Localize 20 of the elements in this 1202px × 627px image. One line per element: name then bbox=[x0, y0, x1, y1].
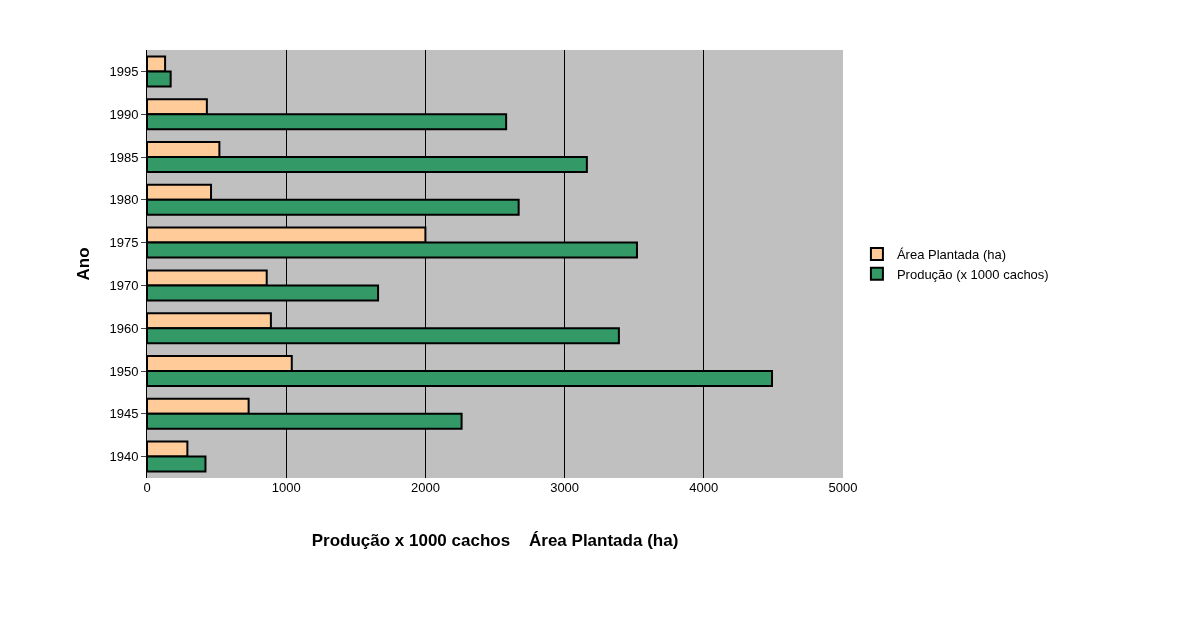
y-tick-label: 1995 bbox=[109, 63, 139, 79]
y-tick-label: 1945 bbox=[109, 406, 139, 422]
y-tick-label: 1970 bbox=[109, 277, 139, 293]
x-tick-label: 3000 bbox=[550, 480, 580, 495]
y-tick-label: 1940 bbox=[109, 449, 139, 465]
y-tick-label: 1960 bbox=[109, 320, 139, 336]
y-tick-label: 1990 bbox=[109, 106, 139, 122]
x-tick-label: 0 bbox=[143, 480, 151, 495]
y-tick-label: 1950 bbox=[109, 363, 139, 379]
y-tick-label: 1980 bbox=[109, 192, 139, 208]
y-tick-label: 1975 bbox=[109, 235, 139, 251]
legend-label: Produção (x 1000 cachos) bbox=[896, 266, 1049, 282]
legend-label: Área Plantada (ha) bbox=[896, 247, 1007, 263]
x-axis-title: Produção x 1000 cachos Área Plantada (ha) bbox=[311, 531, 679, 551]
y-tick-label: 1985 bbox=[109, 149, 139, 165]
x-tick-label: 5000 bbox=[828, 480, 858, 495]
x-tick-label: 1000 bbox=[271, 480, 301, 495]
x-tick-label: 4000 bbox=[689, 480, 719, 495]
x-tick-label: 2000 bbox=[410, 480, 440, 495]
y-axis-title: Ano bbox=[74, 247, 94, 281]
